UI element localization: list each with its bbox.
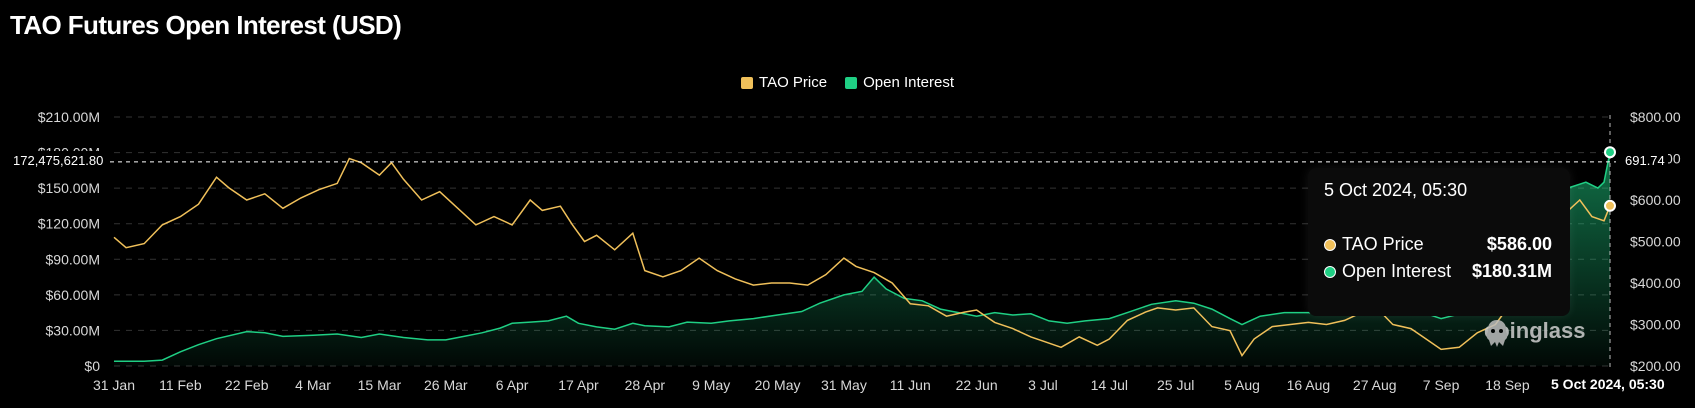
x-axis-tick-label: 22 Feb [225,377,269,393]
tooltip-row-open-interest: Open Interest $180.31M [1324,261,1552,282]
tao-price-marker [1604,199,1616,212]
left-axis-tick-label: $210.00M [38,109,100,125]
legend-label-open-interest: Open Interest [863,74,954,91]
open-interest-marker [1604,146,1616,159]
x-axis-tick-label: 5 Aug [1224,377,1260,393]
open-interest-dot-icon [1324,265,1336,278]
legend: TAO Price Open Interest [0,74,1695,91]
tooltip-name: Open Interest [1342,261,1452,281]
x-axis-tick-label: 16 Aug [1287,377,1331,393]
tooltip-row-tao-price: TAO Price $586.00 [1324,234,1552,255]
x-axis-tick-label: 14 Jul [1091,377,1128,393]
left-axis-tick-label: $120.00M [38,216,100,232]
x-axis-tick-label: 7 Sep [1423,377,1460,393]
crosshair-right-value: 691.74 [1622,151,1668,170]
x-axis-tick-label: 11 Jun [890,377,931,393]
x-axis-tick-label: 28 Apr [625,377,666,393]
tooltip-value: $586.00 [1486,234,1552,254]
x-axis-tick-label: 26 Mar [424,377,468,393]
legend-item-tao-price[interactable]: TAO Price [741,74,827,91]
legend-label-tao-price: TAO Price [759,74,828,91]
chart-title: TAO Futures Open Interest (USD) [10,10,402,40]
x-axis-tick-label: 20 May [755,377,801,393]
tooltip-name: TAO Price [1342,234,1424,254]
tooltip: 5 Oct 2024, 05:30 TAO Price $586.00 Open… [1308,168,1570,316]
x-axis-tick-label: 31 Jan [93,377,135,393]
x-axis-tick-label: 27 Aug [1353,377,1397,393]
tooltip-date: 5 Oct 2024, 05:30 [1324,180,1468,200]
x-axis-tick-label: 18 Sep [1485,377,1530,393]
x-axis-tick-label: 31 May [821,377,867,393]
left-axis-tick-label: $90.00M [46,251,100,267]
open-interest-swatch [845,76,858,89]
x-axis-tick-label: 4 Mar [295,377,331,393]
x-axis-tick-label: 15 Mar [358,377,402,393]
coinglass-watermark: coinglass [1484,318,1585,347]
right-axis-tick-label: $300.00 [1630,317,1681,333]
right-axis-tick-label: $500.00 [1630,234,1681,250]
tao-price-dot-icon [1324,238,1336,251]
left-axis-tick-label: $30.00M [46,322,100,338]
x-axis-tick-label: 25 Jul [1157,377,1194,393]
x-axis-tick-label: 22 Jun [956,377,998,393]
open-interest-area [114,152,1610,366]
x-axis-tick-label: 3 Jul [1028,377,1058,393]
left-axis-tick-label: $0 [84,358,100,374]
right-axis-tick-label: $800.00 [1630,109,1681,125]
crosshair-x-label: 5 Oct 2024, 05:30 [1548,376,1668,392]
x-axis-tick-label: 9 May [692,377,730,393]
right-axis-tick-label: $400.00 [1630,275,1681,291]
x-axis-tick-label: 11 Feb [159,377,202,393]
legend-item-open-interest[interactable]: Open Interest [845,74,954,91]
right-axis-tick-label: $200.00 [1630,358,1681,374]
coinglass-logo-icon [1486,320,1508,347]
x-axis-tick-label: 17 Apr [558,377,599,393]
tooltip-value: $180.31M [1471,261,1552,281]
right-axis-tick-label: $600.00 [1630,192,1681,208]
x-axis-tick-label: 6 Apr [496,377,529,393]
crosshair-left-value: 172,475,621.80 [10,151,107,170]
left-axis-tick-label: $60.00M [46,287,100,303]
left-axis-tick-label: $150.00M [38,180,100,196]
tao-price-swatch [741,76,754,89]
